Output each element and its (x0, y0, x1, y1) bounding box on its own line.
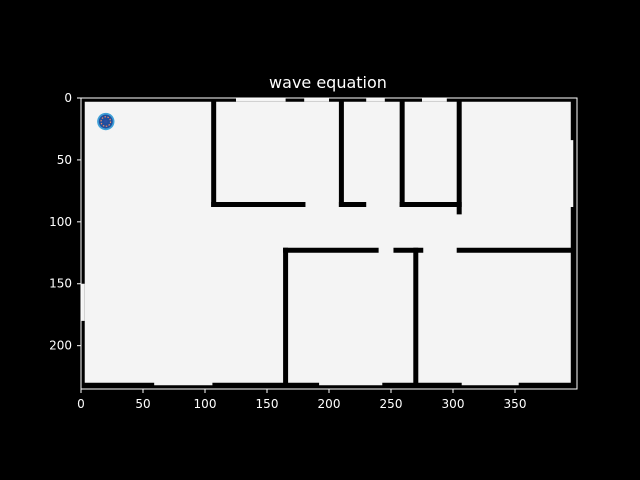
x-tick-label: 200 (318, 397, 341, 411)
y-tick-label: 200 (49, 339, 72, 353)
door-gap (236, 98, 286, 102)
walls-layer (78, 95, 580, 392)
door-gap (81, 283, 85, 321)
wave-ring-inner (100, 116, 112, 127)
door-gaps-layer (81, 98, 447, 321)
wave-source (97, 112, 115, 131)
floor-plan-background (81, 98, 577, 389)
x-tick-label: 250 (380, 397, 403, 411)
chart-title: wave equation (269, 73, 387, 92)
x-tick-label: 100 (194, 397, 217, 411)
plot-area (78, 95, 580, 392)
y-tick-label: 50 (57, 153, 72, 167)
y-tick-label: 0 (64, 91, 72, 105)
x-axis: 0 50 100 150 200 250 300 350 (77, 389, 526, 411)
y-axis: 0 50 100 150 200 (49, 91, 81, 353)
wave-center (103, 119, 108, 124)
x-tick-label: 350 (504, 397, 527, 411)
y-tick-label: 150 (49, 277, 72, 291)
x-tick-label: 0 (77, 397, 85, 411)
door-gap (422, 98, 447, 102)
x-tick-label: 300 (442, 397, 465, 411)
door-gap (304, 98, 329, 102)
y-tick-label: 100 (49, 215, 72, 229)
x-tick-label: 50 (135, 397, 150, 411)
door-gap (366, 98, 385, 102)
x-tick-label: 150 (256, 397, 279, 411)
